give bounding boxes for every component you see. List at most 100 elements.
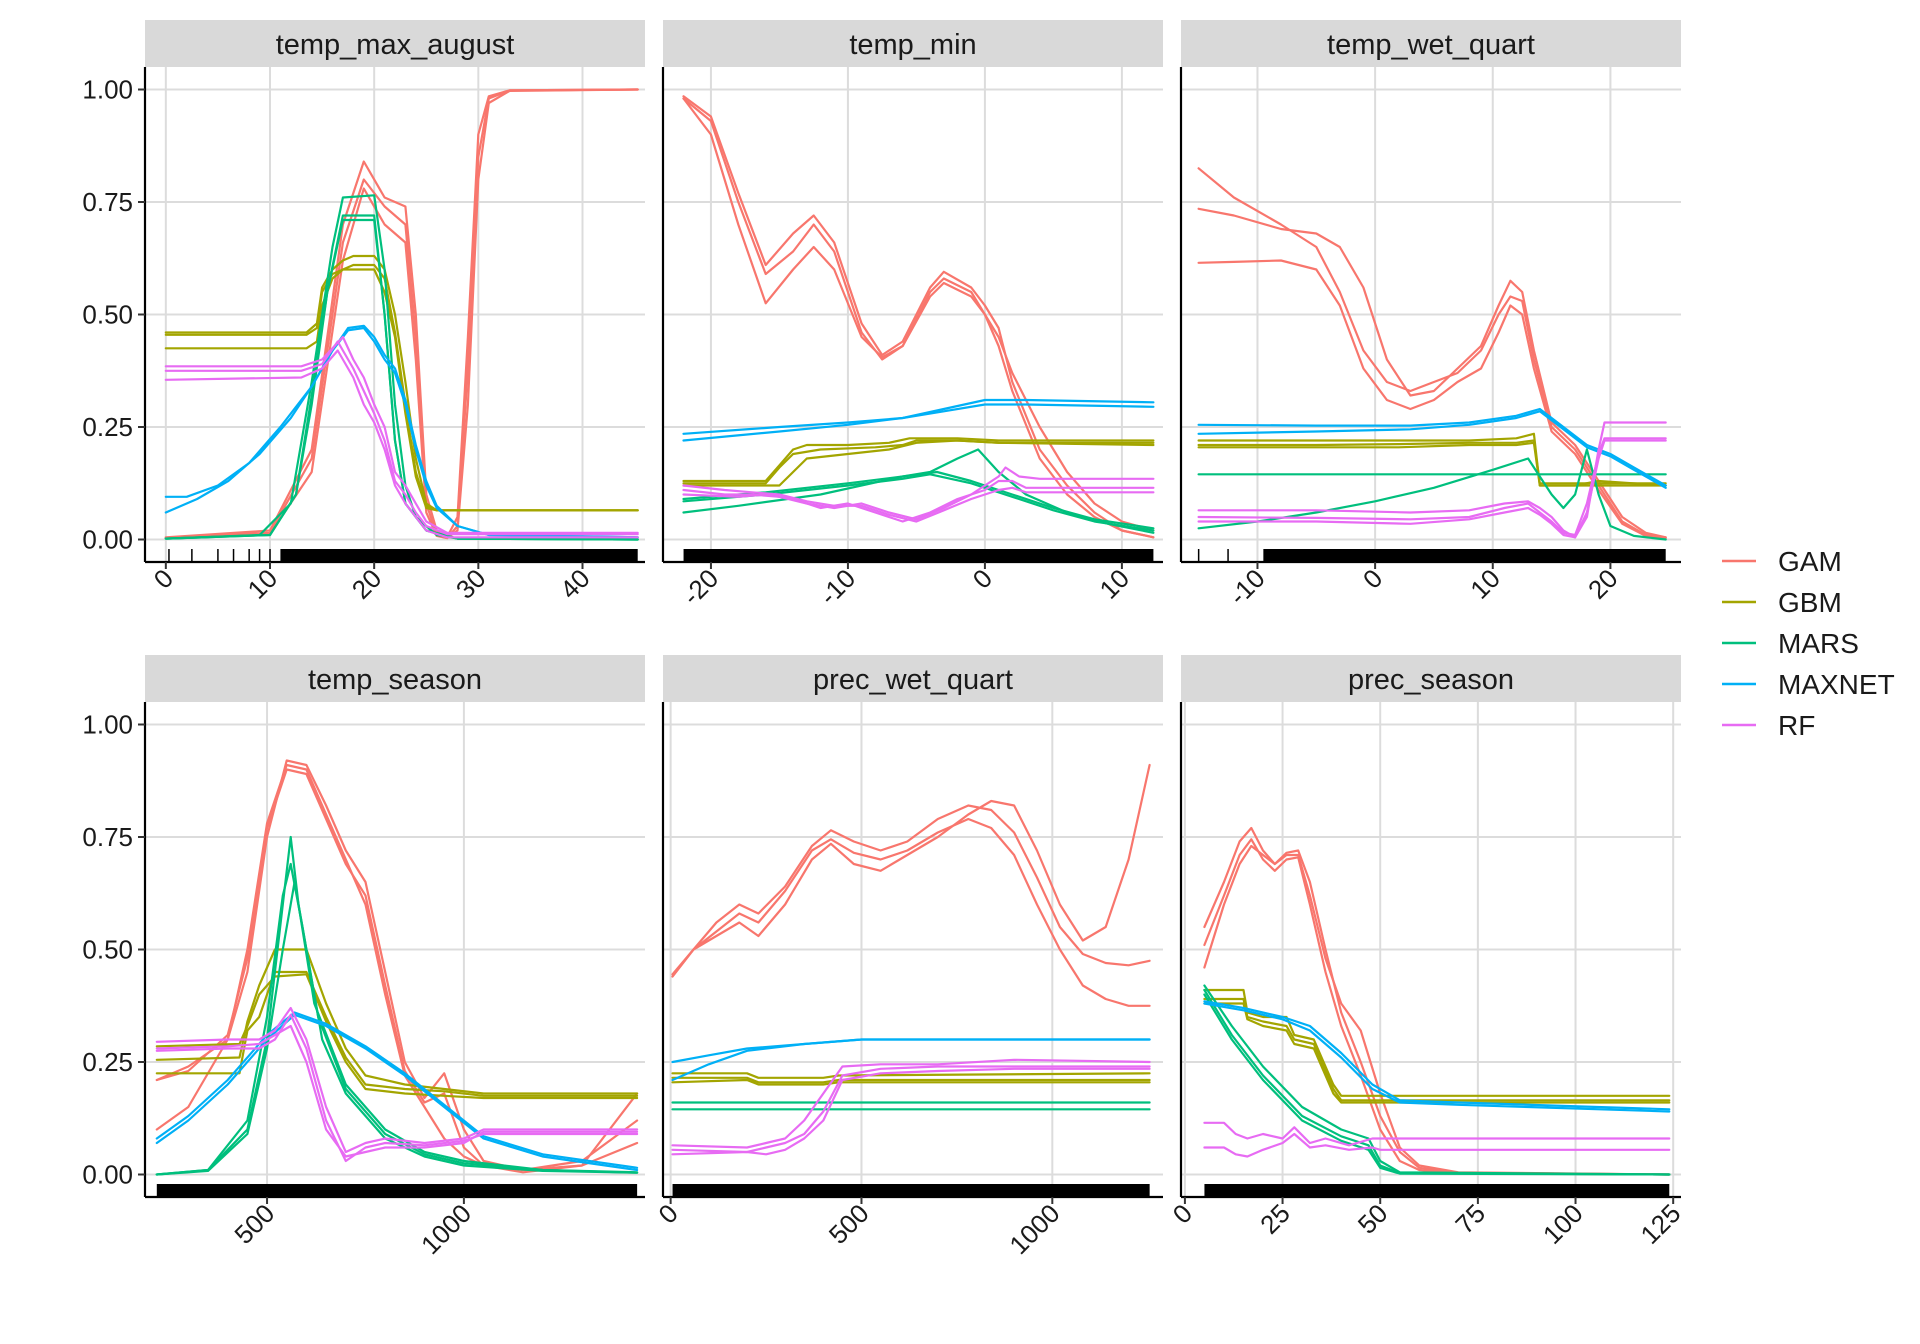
rug-block bbox=[1263, 549, 1666, 562]
facet-panels: temp_max_august 0.00 0.25 0.50 0.75 1.00 0 10 20… bbox=[82, 20, 1686, 1260]
x-tick-label: -20 bbox=[676, 563, 724, 611]
panel-temp-max-august: temp_max_august 0.00 0.25 0.50 0.75 1.00 0 10 20… bbox=[82, 20, 645, 605]
line-gbm-2 bbox=[155, 948, 639, 1095]
strip-temp-wet-quart bbox=[1181, 20, 1681, 67]
series-temp-max-august bbox=[164, 88, 639, 541]
rug-temp-season bbox=[156, 1184, 638, 1197]
line-rf-1 bbox=[671, 1058, 1151, 1149]
line-gam-1 bbox=[164, 88, 639, 539]
rug-block bbox=[156, 1184, 638, 1197]
strip-label-prec-wet-quart: prec_wet_quart bbox=[813, 664, 1013, 696]
strip-label-temp-season: temp_season bbox=[308, 664, 482, 696]
legend-item-rf: RF bbox=[1722, 710, 1815, 741]
line-gam-3 bbox=[164, 88, 639, 540]
strip-label-temp-wet-quart: temp_wet_quart bbox=[1327, 29, 1535, 61]
line-gam-1 bbox=[671, 804, 1151, 978]
line-mars-3 bbox=[682, 473, 1155, 532]
line-maxnet-2 bbox=[682, 403, 1155, 442]
rug-block bbox=[683, 549, 1154, 562]
y-tick-label: 0.50 bbox=[82, 935, 133, 965]
line-gbm-3 bbox=[155, 973, 639, 1100]
rug-prec-wet-quart bbox=[672, 1184, 1150, 1197]
line-maxnet-1 bbox=[682, 398, 1155, 435]
x-tick-label: 1000 bbox=[415, 1198, 477, 1260]
legend-item-gam: GAM bbox=[1722, 546, 1842, 577]
panel-temp-wet-quart: temp_wet_quart -10 0 10 20 bbox=[1179, 20, 1681, 611]
series-temp-season bbox=[155, 759, 639, 1176]
line-maxnet-2 bbox=[1197, 410, 1667, 489]
x-tick-label: 25 bbox=[1254, 1198, 1296, 1240]
line-maxnet-2 bbox=[1203, 1002, 1671, 1113]
y-tick-label: 1.00 bbox=[82, 75, 133, 105]
series-temp-wet-quart bbox=[1197, 167, 1667, 541]
series-prec-wet-quart bbox=[671, 763, 1151, 1156]
legend: GAM GBM MARS MAXNET RF bbox=[1722, 546, 1895, 741]
line-rf-2 bbox=[1197, 437, 1667, 537]
line-maxnet-1 bbox=[1197, 407, 1667, 487]
x-tick-label: 0 bbox=[1167, 1198, 1198, 1229]
rug-temp-wet-quart bbox=[1197, 549, 1666, 562]
x-tick-label: 75 bbox=[1449, 1198, 1491, 1240]
x-tick-label: 50 bbox=[1352, 1198, 1394, 1240]
line-rf-1 bbox=[1203, 1121, 1671, 1147]
line-gam-2 bbox=[1203, 838, 1671, 1176]
line-mars-1 bbox=[155, 835, 639, 1176]
line-rf-3 bbox=[682, 484, 1155, 523]
x-tick-label: 500 bbox=[823, 1198, 875, 1250]
x-tick-label: 0 bbox=[967, 563, 998, 594]
x-tick-label: -10 bbox=[813, 563, 861, 611]
x-tick-label: 0 bbox=[652, 1198, 683, 1229]
line-maxnet-2 bbox=[671, 1038, 1151, 1082]
y-tick-label: 0.00 bbox=[82, 1160, 133, 1190]
line-rf-2 bbox=[682, 479, 1155, 523]
x-tick-label: 0 bbox=[148, 563, 179, 594]
legend-label-rf: RF bbox=[1778, 710, 1815, 741]
line-mars-2 bbox=[155, 862, 639, 1176]
line-gbm-3 bbox=[164, 268, 639, 512]
grid-temp-season bbox=[145, 702, 645, 1197]
line-rf-2 bbox=[671, 1065, 1151, 1154]
y-tick-label: 0.25 bbox=[82, 412, 133, 442]
line-gbm-1 bbox=[671, 1072, 1151, 1079]
line-gam-3 bbox=[682, 97, 1155, 532]
line-gam-2 bbox=[682, 97, 1155, 539]
series-temp-min bbox=[682, 95, 1155, 539]
y-tick-label: 0.75 bbox=[82, 822, 133, 852]
line-rf-3 bbox=[671, 1067, 1151, 1156]
line-gam-3 bbox=[155, 768, 639, 1174]
line-gbm-1 bbox=[1203, 988, 1671, 1097]
strip-prec-wet-quart bbox=[663, 655, 1163, 702]
strip-label-temp-min: temp_min bbox=[849, 29, 976, 61]
line-mars-2 bbox=[682, 448, 1155, 534]
panel-prec-wet-quart: prec_wet_quart 0 500 1000 bbox=[652, 655, 1163, 1260]
strip-temp-max-august bbox=[145, 20, 645, 67]
legend-item-gbm: GBM bbox=[1722, 587, 1842, 618]
line-gam-3 bbox=[1197, 259, 1667, 540]
strip-temp-min bbox=[663, 20, 1163, 67]
legend-label-gam: GAM bbox=[1778, 546, 1842, 577]
y-tick-label: 0.25 bbox=[82, 1047, 133, 1077]
x-tick-label: -10 bbox=[1223, 563, 1271, 611]
line-gam-1 bbox=[1203, 826, 1671, 1176]
rug-block bbox=[672, 1184, 1150, 1197]
line-rf-3 bbox=[164, 349, 639, 539]
grid-temp-wet-quart bbox=[1181, 67, 1681, 562]
rug-block bbox=[280, 549, 638, 562]
rug-temp-min bbox=[683, 549, 1154, 562]
line-gam-2 bbox=[1197, 207, 1667, 539]
legend-label-mars: MARS bbox=[1778, 628, 1859, 659]
series-prec-season bbox=[1203, 826, 1671, 1176]
panel-temp-min: temp_min -20 -10 0 10 bbox=[661, 20, 1163, 611]
line-gbm-2 bbox=[1197, 439, 1667, 485]
y-tick-label: 0.50 bbox=[82, 300, 133, 330]
x-tick-label: 10 bbox=[1464, 563, 1506, 605]
legend-label-maxnet: MAXNET bbox=[1778, 669, 1895, 700]
legend-item-mars: MARS bbox=[1722, 628, 1859, 659]
strip-label-temp-max-august: temp_max_august bbox=[276, 29, 515, 61]
line-rf-1 bbox=[155, 1006, 639, 1154]
line-mars-1 bbox=[1203, 984, 1671, 1176]
panel-temp-season: temp_season 0.00 0.25 0.50 0.75 1.00 500 1000 bbox=[82, 655, 645, 1260]
line-gam-2 bbox=[671, 817, 1151, 1007]
x-tick-label: 125 bbox=[1635, 1198, 1687, 1250]
